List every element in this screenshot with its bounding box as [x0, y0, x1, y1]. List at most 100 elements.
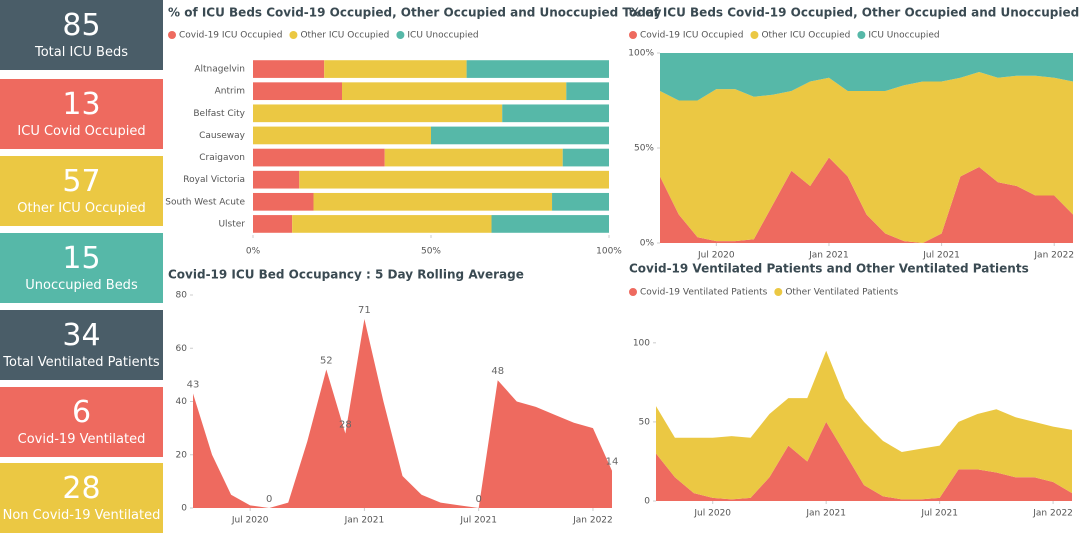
x-tick-label: Jan 2022 — [572, 516, 613, 526]
legend-label: Covid-19 Ventilated Patients — [640, 288, 768, 298]
bar-segment — [566, 82, 609, 101]
kpi-card: 34 Total Ventilated Patients — [0, 310, 163, 380]
kpi-value: 34 — [62, 318, 101, 353]
category-label: Royal Victoria — [183, 175, 245, 185]
area — [656, 350, 1072, 500]
bar-segment — [313, 192, 553, 211]
data-label: 0 — [266, 494, 272, 505]
x-tick-label: Jan 2022 — [1032, 509, 1073, 519]
y-tick-label: 20 — [176, 450, 188, 460]
category-label: South West Acute — [165, 197, 245, 207]
kpi-label: Total Ventilated Patients — [3, 355, 160, 370]
kpi-value: 85 — [62, 8, 101, 43]
kpi-label: Covid-19 Ventilated — [17, 432, 146, 447]
y-tick-label: 60 — [176, 344, 188, 354]
chart-title: Covid-19 ICU Bed Occupancy : 5 Day Rolli… — [168, 268, 524, 282]
category-label: Causeway — [199, 131, 246, 141]
kpi-card: 28 Non Covid-19 Ventilated — [0, 463, 163, 533]
area — [660, 72, 1073, 243]
data-label: 28 — [339, 419, 352, 430]
category-label: Ulster — [218, 219, 245, 229]
bar-segment — [292, 215, 492, 233]
kpi-value: 13 — [62, 87, 101, 122]
bar-segment — [342, 82, 567, 101]
category-label: Craigavon — [199, 153, 245, 163]
x-tick-label: Jul 2020 — [693, 509, 731, 519]
bar-segment — [552, 192, 609, 211]
y-tick-label: 100 — [633, 338, 650, 348]
x-tick-label: Jul 2020 — [231, 516, 269, 526]
legend-swatch — [289, 31, 298, 39]
legend-label: Covid-19 ICU Occupied — [179, 31, 282, 41]
kpi-card: 85 Total ICU Beds — [0, 0, 163, 70]
y-tick-label: 40 — [176, 397, 188, 407]
x-tick-label: Jul 2020 — [697, 251, 735, 261]
kpi-value: 57 — [62, 164, 101, 199]
bar-segment — [431, 126, 609, 145]
kpi-label: Unoccupied Beds — [25, 278, 138, 293]
data-label: 52 — [320, 356, 333, 367]
kpi-card: 57 Other ICU Occupied — [0, 156, 163, 226]
kpi-card: 15 Unoccupied Beds — [0, 233, 163, 303]
bar-segment — [502, 104, 609, 123]
bar-segment — [491, 215, 609, 233]
y-tick-label: 80 — [176, 291, 188, 301]
bar-segment — [466, 60, 609, 78]
x-tick-label: Jan 2021 — [805, 509, 846, 519]
bar-segment — [253, 104, 503, 123]
data-label: 14 — [606, 457, 619, 468]
bar-segment — [253, 148, 385, 167]
kpi-value: 28 — [62, 471, 101, 506]
bar-segment — [299, 170, 609, 189]
legend-swatch — [774, 288, 783, 296]
chart-title: % of ICU Beds Covid-19 Occupied, Other O… — [168, 6, 662, 20]
category-label: Altnagelvin — [194, 65, 245, 75]
kpi-label: Other ICU Occupied — [17, 201, 146, 216]
legend-swatch — [396, 31, 405, 39]
area — [193, 318, 612, 508]
y-tick-label: 100% — [628, 49, 654, 59]
data-label: 71 — [358, 305, 371, 316]
y-tick-label: 50% — [634, 144, 654, 154]
bar-segment — [253, 60, 325, 78]
y-tick-label: 0 — [644, 497, 650, 507]
x-tick-label: 100% — [596, 247, 622, 257]
kpi-value: 15 — [62, 241, 101, 276]
legend-swatch — [629, 31, 637, 39]
bar-segment — [562, 148, 609, 167]
category-label: Antrim — [215, 87, 245, 97]
data-label: 48 — [491, 366, 504, 377]
x-tick-label: Jul 2021 — [920, 509, 958, 519]
bar-segment — [324, 60, 467, 78]
x-tick-label: 50% — [421, 247, 441, 257]
area — [660, 53, 1073, 101]
kpi-card: 13 ICU Covid Occupied — [0, 79, 163, 149]
legend-swatch — [750, 31, 759, 39]
chart-title: Covid-19 Ventilated Patients and Other V… — [629, 262, 1029, 276]
legend-swatch — [168, 31, 176, 39]
bar-segment — [253, 215, 293, 233]
kpi-label: ICU Covid Occupied — [17, 124, 146, 139]
y-tick-label: 0% — [640, 239, 655, 249]
x-tick-label: Jan 2021 — [808, 251, 849, 261]
legend-label: Other ICU Occupied — [761, 31, 850, 41]
x-tick-label: Jan 2021 — [344, 516, 385, 526]
kpi-label: Non Covid-19 Ventilated — [2, 508, 161, 523]
y-tick-label: 50 — [639, 417, 651, 427]
data-label: 0 — [475, 494, 481, 505]
kpi-label: Total ICU Beds — [35, 45, 128, 60]
bar-segment — [253, 82, 342, 101]
legend-swatch — [629, 288, 637, 296]
legend-label: ICU Unoccupied — [407, 31, 478, 41]
legend-label: Other ICU Occupied — [300, 31, 389, 41]
bar-segment — [253, 192, 314, 211]
bar-segment — [384, 148, 563, 167]
x-tick-label: 0% — [246, 247, 261, 257]
area — [656, 421, 1072, 501]
x-tick-label: Jul 2021 — [459, 516, 497, 526]
kpi-value: 6 — [71, 395, 92, 430]
kpi-card: 6 Covid-19 Ventilated — [0, 387, 163, 457]
legend-swatch — [857, 31, 866, 39]
